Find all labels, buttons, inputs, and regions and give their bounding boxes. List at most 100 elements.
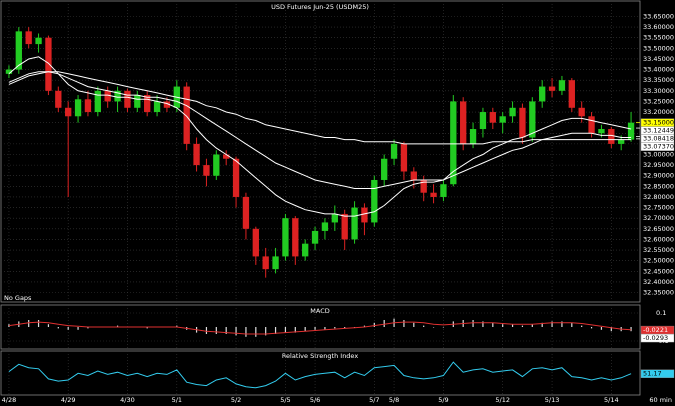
- macd-bar: [344, 327, 346, 329]
- macd-bar: [304, 327, 306, 332]
- macd-bar: [551, 321, 553, 327]
- candle-body: [598, 129, 605, 134]
- y-tick-label: 32.90000: [643, 172, 674, 180]
- macd-bar: [363, 325, 366, 327]
- candle-body: [578, 107, 585, 117]
- interval-note: 60 min: [649, 396, 672, 404]
- x-tick-label: 4/28: [2, 396, 17, 404]
- candle-body: [361, 207, 368, 223]
- x-tick-label: 5/7: [369, 396, 379, 404]
- price-label-box: [640, 142, 675, 151]
- macd-panel: [0, 304, 641, 350]
- price-label: 33.12449: [643, 127, 674, 135]
- candle-body: [183, 86, 190, 144]
- y-tick-label: 32.70000: [643, 214, 674, 222]
- macd-bar: [571, 322, 573, 327]
- candle-body: [608, 129, 615, 144]
- candle-body: [450, 101, 457, 185]
- macd-bar: [502, 324, 504, 327]
- x-tick-label: 5/14: [604, 396, 619, 404]
- macd-value-label: -0.0221: [643, 326, 668, 334]
- candle-body: [114, 90, 121, 102]
- macd-bar: [57, 327, 59, 329]
- y-tick-label: 32.80000: [643, 193, 674, 201]
- candle-body: [509, 107, 516, 117]
- x-tick-label: 4/30: [120, 396, 135, 404]
- macd-bar: [225, 327, 227, 334]
- candle-body: [25, 31, 32, 45]
- candle-body: [15, 31, 22, 70]
- candle-body: [252, 228, 259, 257]
- price-label: 33.15000: [643, 119, 674, 127]
- moving-average: [8, 56, 632, 217]
- candle-body: [618, 139, 625, 144]
- y-tick-label: 33.00000: [643, 151, 674, 159]
- macd-bar: [403, 320, 405, 327]
- candle-body: [302, 243, 309, 257]
- macd-value-label-box: [640, 333, 675, 343]
- macd-bar: [413, 322, 415, 327]
- x-tick-label: 5/13: [545, 396, 560, 404]
- price-label: 33.08418: [643, 135, 674, 143]
- candle-body: [351, 207, 358, 240]
- y-tick-label: 32.45000: [643, 267, 674, 275]
- y-tick-label: 32.75000: [643, 204, 674, 212]
- candle-body: [588, 116, 595, 134]
- macd-bar: [600, 327, 603, 330]
- macd-bar: [511, 324, 514, 327]
- macd-bar: [294, 327, 296, 333]
- candle-body: [272, 256, 279, 270]
- candle-body: [5, 69, 13, 74]
- rsi-panel: [0, 350, 641, 396]
- rsi-value-label: 51.17: [643, 370, 662, 378]
- y-tick-label: 33.35000: [643, 76, 674, 84]
- macd-bar: [482, 321, 484, 327]
- macd-bar: [442, 327, 445, 328]
- macd-bar: [265, 327, 267, 336]
- macd-bar: [334, 327, 336, 329]
- candle-body: [479, 112, 487, 130]
- macd-bar: [423, 325, 425, 327]
- candle-body: [94, 90, 101, 113]
- y-tick-label: 33.50000: [643, 44, 674, 52]
- y-tick-label: 32.60000: [643, 235, 674, 243]
- macd-bar: [146, 327, 148, 329]
- moving-average: [8, 71, 632, 145]
- candle-body: [213, 154, 220, 176]
- candle-body: [321, 222, 329, 231]
- rsi-title: Relative Strength Index: [282, 352, 359, 360]
- x-tick-label: 4/29: [61, 396, 76, 404]
- macd-bar: [116, 325, 119, 327]
- candle-body: [262, 256, 269, 270]
- x-tick-label: 5/6: [310, 396, 320, 404]
- candle-body: [311, 230, 319, 244]
- macd-bar: [561, 321, 563, 327]
- candle-body: [74, 99, 82, 117]
- y-tick-label: 0.1: [656, 309, 666, 317]
- candle-body: [381, 158, 388, 180]
- macd-bar: [314, 327, 316, 330]
- x-tick-label: 5/12: [495, 396, 510, 404]
- macd-bar: [541, 322, 543, 327]
- candle-body: [420, 179, 427, 193]
- candle-body: [430, 192, 437, 197]
- candle-body: [539, 86, 546, 102]
- candle-body: [65, 107, 72, 117]
- candle-body: [548, 86, 556, 91]
- x-tick-label: 5/8: [389, 396, 399, 404]
- macd-bar: [492, 322, 494, 327]
- candle-body: [469, 129, 477, 144]
- y-tick-label: 32.50000: [643, 257, 674, 265]
- macd-bar: [284, 327, 287, 333]
- price-panel: [0, 0, 641, 303]
- macd-bar: [472, 320, 474, 327]
- signal-line: [8, 321, 632, 335]
- y-tick-label: 33.55000: [643, 34, 674, 42]
- macd-bar: [274, 327, 277, 334]
- macd-value-label: -0.0293: [643, 334, 668, 342]
- macd-bar: [176, 325, 178, 327]
- x-tick-label: 5/9: [438, 396, 448, 404]
- macd-bar: [581, 325, 583, 327]
